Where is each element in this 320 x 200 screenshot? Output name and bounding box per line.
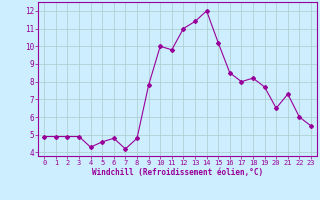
X-axis label: Windchill (Refroidissement éolien,°C): Windchill (Refroidissement éolien,°C) bbox=[92, 168, 263, 177]
